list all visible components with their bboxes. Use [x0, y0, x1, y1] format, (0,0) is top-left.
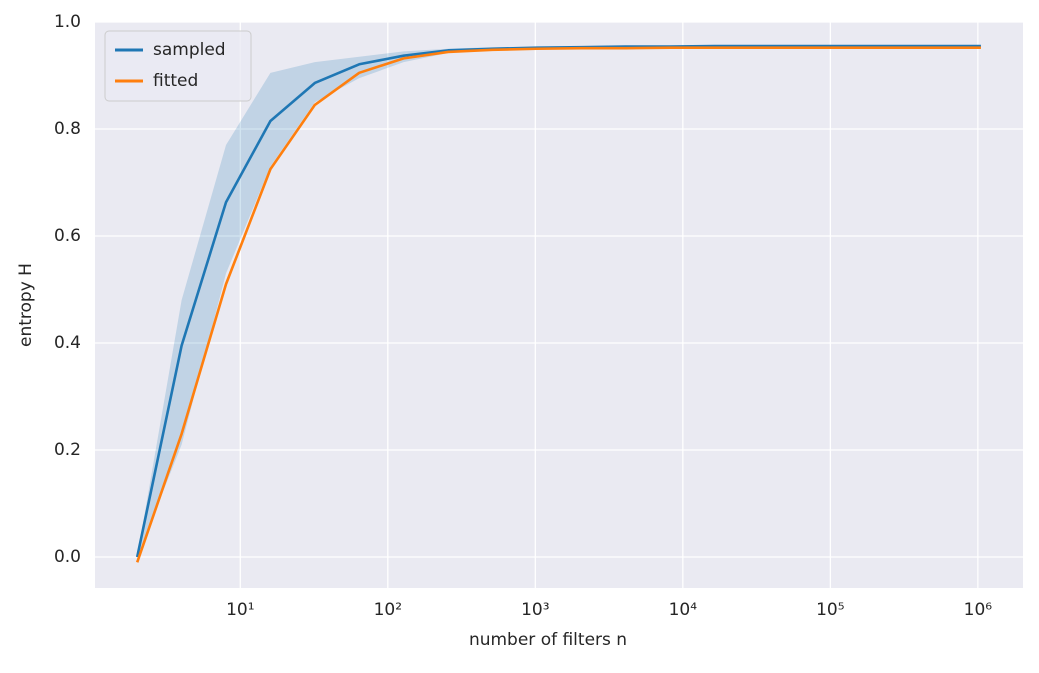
y-axis-label: entropy H: [16, 263, 36, 347]
x-axis-label: number of filters n: [469, 630, 627, 650]
y-tick-label: 0.4: [54, 333, 81, 353]
x-tick-label: 10⁵: [816, 600, 844, 620]
y-tick-label: 0.2: [54, 440, 81, 460]
y-tick-label: 0.0: [54, 547, 81, 567]
y-tick-label: 1.0: [54, 12, 81, 32]
x-tick-label: 10²: [374, 600, 402, 620]
legend-label: fitted: [153, 71, 198, 91]
plot-area: [95, 22, 1023, 588]
y-tick-label: 0.6: [54, 226, 81, 246]
x-tick-label: 10³: [521, 600, 549, 620]
x-tick-label: 10⁶: [964, 600, 993, 620]
x-tick-label: 10¹: [226, 600, 254, 620]
y-tick-label: 0.8: [54, 119, 81, 139]
x-tick-label: 10⁴: [669, 600, 698, 620]
legend-label: sampled: [153, 40, 226, 60]
series-line: [135, 46, 981, 563]
